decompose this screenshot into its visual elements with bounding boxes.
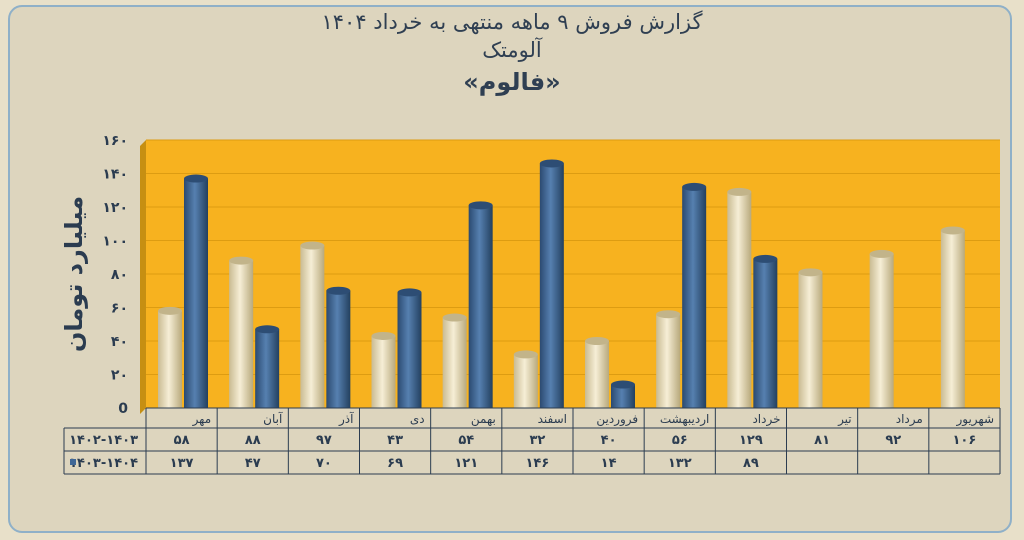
category-label: آبان [263, 411, 283, 426]
data-label-series2: ۱۴ [601, 456, 617, 471]
bar-series2 [539, 163, 564, 408]
bar-series1-top [798, 268, 823, 277]
data-label-series1: ۵۴ [458, 433, 474, 448]
data-label-series1: ۹۲ [885, 433, 901, 448]
y-tick-label: ۶۰ [111, 301, 128, 317]
data-label-series2: ۱۳۷ [170, 456, 194, 471]
bar-series1 [585, 341, 609, 408]
bar-series2-top [468, 201, 493, 210]
bar-series2 [682, 186, 707, 408]
bar-series2-top [397, 288, 422, 297]
bar-series2-top [539, 159, 564, 168]
y-tick-label: ۱۲۰ [102, 200, 128, 216]
bar-series1 [442, 317, 467, 408]
y-tick-label: ۲۰ [111, 368, 128, 384]
bar-series1 [656, 314, 681, 408]
y-tick-label: ۱۶۰ [102, 133, 128, 149]
y-tick-label: ۸۰ [111, 267, 128, 283]
bar-series2-top [255, 325, 280, 334]
category-label: اردیبهشت [660, 412, 709, 427]
bar-series1-top [869, 249, 894, 258]
category-label: فروردین [596, 412, 638, 427]
bar-series2 [468, 205, 493, 408]
bar-series2 [326, 290, 351, 408]
bar-series1-top [442, 313, 467, 322]
bar-series1 [798, 272, 823, 408]
data-label-series1: ۴۰ [601, 433, 617, 448]
bar-series1 [869, 253, 894, 408]
category-label: دی [410, 412, 425, 426]
bar-series1-top [300, 241, 325, 250]
bar-series1 [158, 310, 182, 408]
data-label-series2: ۱۲۱ [454, 456, 478, 471]
category-label: آذر [338, 411, 354, 427]
y-tick-label: ۴۰ [111, 334, 128, 350]
data-label-series2: ۱۴۶ [526, 456, 550, 471]
category-label: خرداد [752, 412, 780, 427]
bar-series2 [255, 329, 280, 408]
legend-series1: ۱۴۰۲-۱۴۰۳ [69, 433, 138, 448]
category-label: تیر [837, 412, 852, 427]
data-label-series1: ۳۲ [529, 433, 545, 448]
bar-series1-top [229, 256, 254, 265]
bar-series2 [184, 178, 208, 408]
bar-series2-top [682, 182, 707, 191]
data-label-series1: ۴۳ [387, 433, 403, 448]
plot-side-wall [140, 140, 146, 414]
chart-title: گزارش فروش ۹ ماهه منتهی به خرداد ۱۴۰۴ [321, 10, 703, 34]
data-label-series1: ۱۰۶ [953, 433, 977, 448]
category-label: مرداد [896, 412, 923, 427]
data-label-series1: ۵۶ [672, 433, 688, 448]
category-label: بهمن [471, 412, 496, 427]
bar-series1-top [371, 331, 396, 340]
bar-series1-top [585, 337, 609, 345]
data-label-series1: ۱۲۹ [739, 433, 763, 448]
category-label: مهر [192, 412, 212, 427]
y-tick-label: ۱۴۰ [102, 167, 128, 183]
bar-series1-top [158, 306, 182, 315]
data-label-series2: ۶۹ [387, 456, 403, 471]
bar-series2-top [611, 380, 635, 389]
y-tick-label: ۱۰۰ [102, 234, 128, 250]
bar-series2 [611, 384, 635, 408]
bar-series1 [371, 335, 396, 408]
data-label-series2: ۷۰ [316, 456, 332, 471]
legend-swatch-series2 [70, 459, 76, 465]
y-tick-label: 0 [118, 401, 128, 417]
bar-series1 [727, 191, 752, 408]
data-label-series1: ۸۸ [245, 433, 261, 448]
data-label-series2: ۸۹ [743, 456, 759, 471]
category-label: اسفند [538, 412, 567, 426]
bar-series2-top [326, 286, 351, 295]
bar-series2-top [184, 174, 208, 183]
bar-series1-top [940, 226, 965, 235]
data-label-series2: ۴۷ [245, 456, 261, 471]
chart-company: «فالوم» [463, 68, 561, 96]
bar-series1 [513, 354, 538, 408]
bar-series1 [940, 230, 965, 408]
data-label-series1: ۵۸ [174, 433, 190, 448]
data-label-series1: ۸۱ [814, 433, 830, 448]
bar-series2 [753, 258, 778, 408]
data-label-series2: ۱۳۲ [668, 456, 692, 471]
chart-subtitle: آلومتک [482, 38, 542, 62]
bar-series2 [397, 292, 422, 408]
data-label-series1: ۹۷ [316, 433, 332, 448]
legend-series2: ۱۴۰۳-۱۴۰۴ [69, 456, 138, 471]
bar-series1-top [656, 310, 681, 319]
bar-series1 [300, 245, 325, 408]
bar-series2-top [753, 254, 778, 263]
bar-series1 [229, 260, 254, 408]
category-label: شهریور [955, 412, 994, 427]
bar-series1-top [513, 350, 538, 359]
bar-series1-top [727, 187, 752, 196]
